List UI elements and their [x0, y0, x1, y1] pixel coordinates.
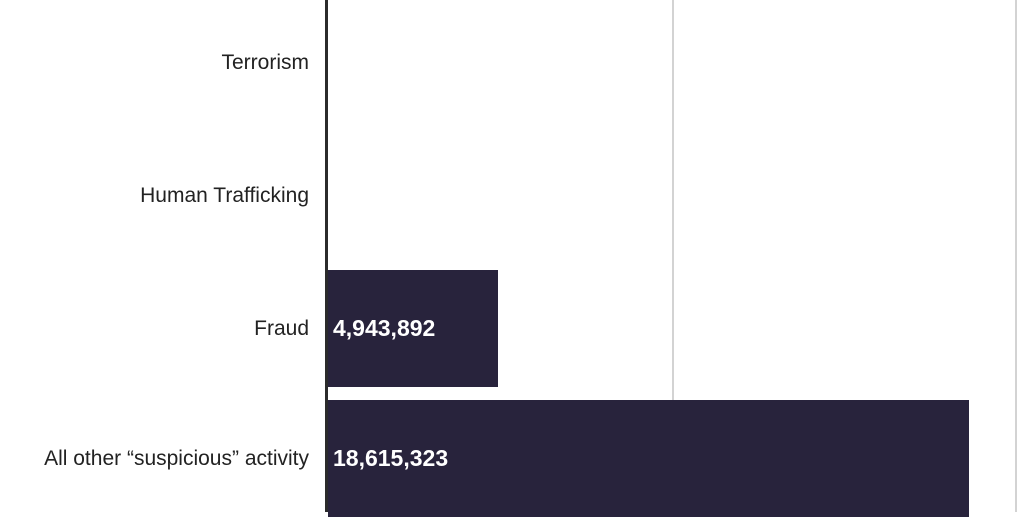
gridline-10m	[672, 0, 674, 512]
bar-fraud: 4,943,892	[328, 270, 498, 387]
category-label: Human Trafficking	[140, 183, 309, 207]
y-axis-line	[325, 0, 328, 512]
value-label: 18,615,323	[333, 445, 449, 471]
bar-all-other: 18,615,323	[328, 400, 969, 517]
gridline-20m	[1015, 0, 1017, 512]
bar-row-terrorism: Terrorism	[0, 4, 1024, 121]
category-label: Terrorism	[221, 50, 310, 74]
value-label: 4,943,892	[333, 315, 436, 341]
category-label: All other “suspicious” activity	[44, 446, 309, 470]
bar-row-all-other: All other “suspicious” activity 18,615,3…	[0, 400, 1024, 517]
bar-row-fraud: Fraud 4,943,892	[0, 270, 1024, 387]
category-label: Fraud	[254, 316, 309, 340]
bar-row-human-trafficking: Human Trafficking	[0, 137, 1024, 254]
